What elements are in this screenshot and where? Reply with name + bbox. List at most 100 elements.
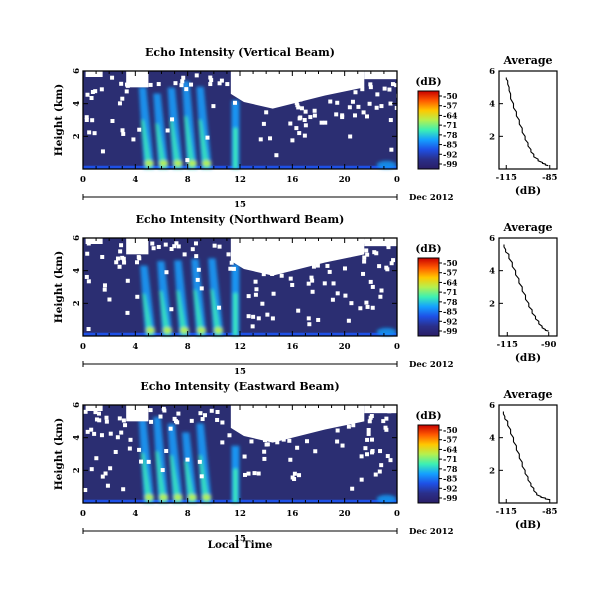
missing-data-pixel	[343, 293, 348, 298]
average-x-axis-label: (dB)	[515, 185, 541, 197]
missing-data-pixel	[366, 428, 371, 433]
rain-plume	[138, 87, 155, 169]
missing-data-pixel	[196, 267, 201, 272]
missing-data-pixel	[347, 253, 352, 258]
missing-data-pixel	[316, 317, 321, 322]
missing-data-pixel	[117, 416, 122, 421]
date-month-label: Dec 2012	[409, 193, 454, 203]
missing-data-pixel	[313, 449, 318, 454]
missing-data-pixel	[114, 260, 119, 265]
x-tick-label: 0	[80, 342, 86, 352]
missing-data-pixel	[337, 412, 342, 417]
missing-data-pixel	[292, 471, 297, 476]
missing-data-pixel	[390, 82, 395, 87]
missing-data-pixel	[325, 263, 330, 268]
y-tick-label: 2	[72, 133, 82, 139]
missing-data-pixel	[148, 408, 153, 413]
missing-data-pixel	[119, 81, 124, 86]
missing-data-pixel	[350, 486, 355, 491]
average-y-tick-label: 2	[489, 299, 495, 309]
missing-data-pixel	[275, 440, 280, 445]
missing-data-pixel	[199, 286, 204, 291]
rain-plume-core	[159, 291, 171, 336]
missing-data-pixel	[283, 267, 288, 272]
missing-data-pixel	[199, 474, 204, 479]
average-x-tick-label: -85	[542, 173, 557, 183]
missing-data-pixel	[99, 87, 104, 92]
missing-data-pixel	[245, 80, 250, 85]
missing-data-pixel	[248, 87, 253, 92]
x-tick-label: 0	[80, 509, 86, 519]
missing-data-pixel	[121, 418, 126, 423]
missing-data-pixel	[279, 273, 284, 278]
missing-data-pixel	[384, 265, 389, 270]
rain-plume	[157, 261, 173, 336]
rain-plume	[167, 423, 184, 503]
colorbar-tick-label: -85	[443, 474, 457, 484]
missing-data-pixel	[266, 408, 271, 413]
missing-data-pixel	[313, 260, 318, 265]
average-x-tick-label: -85	[542, 507, 557, 517]
missing-data-pixel	[286, 89, 291, 94]
missing-data-pixel	[118, 249, 123, 254]
missing-data-pixel	[270, 91, 275, 96]
missing-data-pixel	[169, 247, 174, 252]
missing-data-pixel	[274, 153, 279, 158]
missing-data-pixel	[367, 101, 372, 106]
average-title: Average	[502, 221, 552, 234]
rain-plume-core	[155, 123, 167, 169]
missing-data-pixel	[249, 243, 254, 248]
missing-data-pixel	[108, 466, 113, 471]
missing-data-pixel	[253, 292, 258, 297]
missing-data-pixel	[340, 115, 345, 120]
missing-data-pixel	[100, 474, 105, 479]
missing-data-pixel	[312, 74, 317, 79]
missing-data-pixel	[361, 271, 366, 276]
rain-plume-base	[173, 160, 183, 167]
missing-data-pixel	[322, 281, 327, 286]
missing-data-pixel	[330, 297, 335, 302]
missing-data-pixel	[379, 104, 384, 109]
missing-data-pixel	[359, 477, 364, 482]
missing-data-pixel	[294, 257, 299, 262]
missing-data-pixel	[335, 100, 340, 105]
missing-data-pixel	[368, 85, 373, 90]
missing-data-pixel	[367, 419, 372, 424]
missing-data-pixel	[286, 267, 291, 272]
missing-data-pixel	[231, 249, 236, 254]
missing-data-pixel	[351, 423, 356, 428]
missing-data-pixel	[349, 301, 354, 306]
missing-data-pixel	[280, 431, 285, 436]
missing-data-pixel	[119, 243, 124, 248]
missing-data-pixel	[346, 424, 351, 429]
missing-data-pixel	[281, 247, 286, 252]
missing-data-pixel	[92, 431, 97, 436]
missing-data-pixel	[182, 252, 187, 257]
missing-data-pixel	[394, 83, 399, 88]
colorbar-tick-label: -50	[443, 258, 458, 268]
missing-data-pixel	[375, 92, 380, 97]
missing-data-pixel	[94, 417, 99, 422]
missing-data-pixel	[310, 278, 315, 283]
panel-1: Echo Intensity (Vertical Beam) 0 4 8 12 16 20 0…	[53, 46, 558, 210]
average-y-tick-label: 6	[489, 234, 495, 244]
average-y-tick-label: 4	[489, 100, 495, 110]
average-profile-line	[502, 411, 550, 501]
missing-data-pixel	[310, 289, 315, 294]
rain-plume-base	[201, 160, 212, 167]
missing-data-pixel	[119, 430, 124, 435]
missing-data-pixel	[389, 147, 394, 152]
missing-data-pixel	[290, 282, 295, 287]
missing-data-pixel	[370, 305, 375, 310]
average-x-tick-label: -90	[541, 340, 556, 350]
missing-data-pixel	[362, 255, 367, 260]
missing-data-region	[126, 71, 149, 88]
rain-plume-core	[169, 455, 181, 503]
colorbar	[417, 90, 440, 170]
missing-data-pixel	[220, 420, 225, 425]
missing-data-pixel	[97, 418, 102, 423]
missing-data-pixel	[193, 241, 198, 246]
x-tick-label: 8	[185, 175, 191, 185]
missing-data-pixel	[190, 247, 195, 252]
missing-data-pixel	[322, 244, 327, 249]
